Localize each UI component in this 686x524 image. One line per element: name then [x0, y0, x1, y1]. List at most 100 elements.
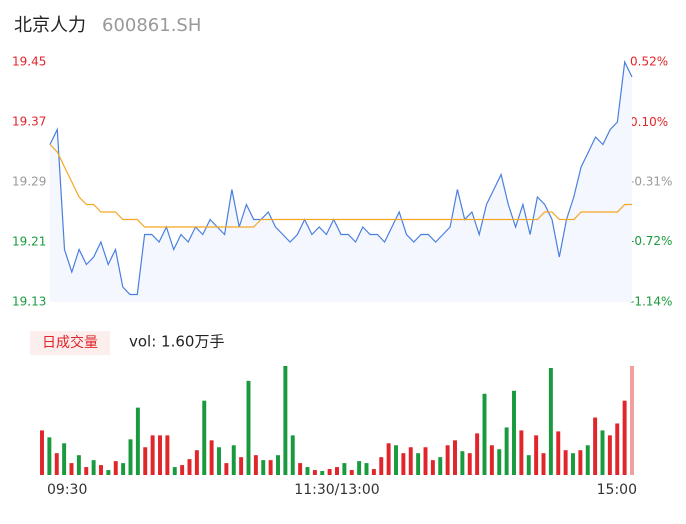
volume-bar [489, 445, 494, 475]
volume-bar [593, 417, 598, 475]
volume-bar [312, 470, 317, 475]
volume-bar [231, 445, 236, 475]
volume-bar [261, 460, 266, 475]
y2-tick-label: -0.31% [630, 175, 672, 189]
volume-bar [239, 457, 244, 475]
legend-button[interactable] [30, 331, 110, 355]
volume-bar [394, 445, 398, 475]
volume-bar [76, 455, 81, 475]
y2-tick-label: -0.72% [630, 234, 672, 248]
volume-bar [578, 450, 583, 475]
volume-bar [423, 447, 428, 475]
volume-bar [62, 443, 67, 475]
y-tick-label: 19.29 [12, 175, 46, 189]
volume-bar [327, 469, 332, 475]
volume-bar [534, 435, 539, 475]
legend-label[interactable]: 日成交量 [42, 334, 98, 351]
volume-bar [128, 439, 133, 475]
volume-bar [379, 457, 384, 475]
volume-bar [202, 400, 207, 475]
volume-bar [91, 460, 96, 475]
volume-bar [512, 390, 516, 475]
x-tick-label: 15:00 [597, 482, 637, 498]
volume-bar [497, 449, 502, 475]
average-line [49, 144, 632, 228]
volume-bar [290, 435, 295, 475]
volume-bar [121, 463, 126, 475]
volume-bar [408, 447, 413, 475]
volume-bar [556, 431, 561, 475]
y-tick-label: 19.13 [12, 295, 46, 309]
volume-bar [630, 366, 634, 475]
volume-bar [475, 433, 480, 475]
volume-bar [187, 459, 192, 475]
volume-bar [563, 450, 568, 475]
volume-bar [571, 453, 575, 475]
volume-bar [298, 463, 303, 475]
price-area [50, 62, 632, 302]
price-line [49, 59, 633, 296]
volume-bar [246, 380, 251, 475]
volume-bar [320, 471, 325, 475]
volume-bar [453, 440, 457, 475]
volume-bar [194, 450, 199, 475]
volume-bar [504, 427, 509, 475]
x-tick-label: 11:30/13:00 [294, 482, 379, 498]
volume-bar [268, 460, 273, 475]
y-tick-label: 19.45 [12, 55, 46, 69]
volume-bar [224, 463, 229, 475]
volume-bar [172, 467, 177, 475]
volume-bar [585, 445, 590, 475]
volume-bar [209, 440, 214, 475]
volume-bar [622, 400, 627, 475]
volume-bar [180, 465, 185, 475]
volume-bar [430, 460, 435, 475]
volume-bar [460, 451, 465, 475]
volume-bar [305, 467, 310, 475]
volume-bar [386, 443, 391, 475]
volume-bar [467, 453, 472, 475]
y2-tick-label: -1.14% [630, 295, 672, 309]
volume-bar [69, 463, 74, 475]
volume-bar [615, 423, 620, 475]
volume-bar [349, 470, 354, 475]
volume-bar [607, 435, 612, 475]
volume-bar [335, 467, 339, 475]
volume-bar [150, 435, 155, 475]
volume-bar [364, 463, 369, 475]
y-tick-label: 19.37 [12, 115, 46, 129]
volume-bar [106, 470, 111, 475]
volume-bar [445, 445, 450, 475]
volume-bar [158, 435, 162, 475]
x-tick-label: 09:30 [47, 482, 87, 498]
volume-bar [47, 437, 52, 475]
stock-code: 600861.SH [102, 15, 201, 36]
volume-bar [519, 430, 524, 475]
volume-bar [276, 455, 280, 475]
volume-bar [526, 455, 531, 475]
y2-tick-label: 0.52% [630, 55, 668, 69]
volume-bar [54, 453, 59, 475]
volume-bar [548, 367, 553, 475]
volume-bar [84, 467, 89, 475]
volume-bar [283, 366, 288, 475]
volume-bar [357, 461, 362, 475]
volume-bar [217, 447, 221, 475]
volume-bar [342, 463, 347, 475]
volume-bar [99, 465, 103, 475]
volume-bar [401, 453, 406, 475]
volume-bar [541, 453, 546, 475]
volume-bar [416, 453, 421, 475]
volume-bar [113, 461, 118, 475]
volume-bar [40, 430, 44, 475]
volume-bar [371, 469, 376, 475]
volume-bar [438, 457, 443, 475]
volume-bar [135, 407, 140, 475]
y-tick-label: 19.21 [12, 235, 46, 249]
volume-bar [143, 447, 148, 475]
y2-tick-label: 0.10% [630, 115, 668, 129]
stock-name: 北京人力 [14, 15, 86, 36]
volume-bar [482, 393, 487, 475]
